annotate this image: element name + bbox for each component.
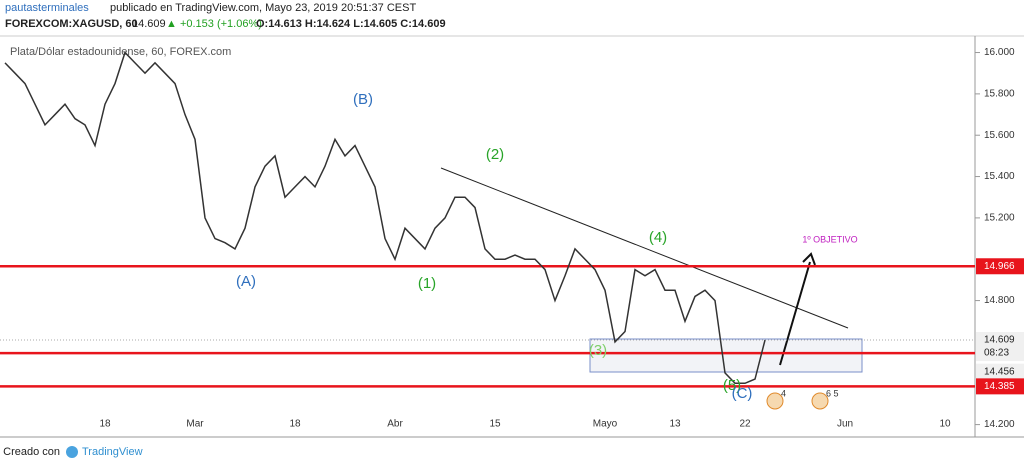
x-tick-label: Mar xyxy=(186,419,204,430)
footer-text: Creado con xyxy=(3,446,60,458)
wave-label: (4) xyxy=(649,229,667,246)
trend-line xyxy=(440,167,849,329)
ohlc: O:14.613 H:14.624 L:14.605 C:14.609 xyxy=(256,18,446,30)
price-level-label: 14.385 xyxy=(984,381,1015,392)
chart-title: Plata/Dólar estadounidense, 60, FOREX.co… xyxy=(10,46,231,58)
event-count: 6 5 xyxy=(826,388,839,398)
price-level-box xyxy=(976,258,1024,275)
x-tick-label: 18 xyxy=(99,419,111,430)
price-line xyxy=(4,51,766,385)
event-icon xyxy=(766,392,784,410)
author: pautasterminales xyxy=(5,2,89,14)
wave-label: (5) xyxy=(723,377,741,394)
marker-price-box xyxy=(976,363,1024,380)
event-count: 4 xyxy=(781,388,786,398)
logo xyxy=(66,446,78,458)
wave-label: (A) xyxy=(236,273,256,290)
wave-label: (B) xyxy=(353,91,373,108)
wave-label: 1º OBJETIVO xyxy=(802,234,857,244)
y-tick-label: 14.200 xyxy=(984,419,1015,430)
x-tick-label: Mayo xyxy=(593,419,618,430)
range-box xyxy=(589,338,863,373)
last-price-label: 14.609 xyxy=(984,335,1015,346)
x-tick-label: 10 xyxy=(939,419,951,430)
y-tick-label: 15.200 xyxy=(984,213,1015,224)
arrow xyxy=(779,261,811,366)
wave-label: (2) xyxy=(486,146,504,163)
events: 4 6 5 xyxy=(766,388,839,410)
marker-price-label: 14.456 xyxy=(984,366,1015,377)
change: ▲ +0.153 (+1.06%) xyxy=(166,18,262,30)
published: publicado en TradingView.com, Mayo 23, 2… xyxy=(110,2,416,14)
x-tick-label: Jun xyxy=(837,419,853,430)
footer-brand: TradingView xyxy=(82,446,143,458)
wave-label: (C) xyxy=(732,385,753,402)
event-icon xyxy=(811,392,829,410)
price: 14.609 xyxy=(132,18,166,30)
wave-label: (1) xyxy=(418,275,436,292)
y-tick-label: 14.800 xyxy=(984,295,1015,306)
x-tick-label: 22 xyxy=(739,419,751,430)
arrow-head xyxy=(802,252,816,266)
x-tick-label: 18 xyxy=(289,419,301,430)
y-tick-label: 15.800 xyxy=(984,89,1015,100)
wave-label: (3) xyxy=(589,342,607,359)
x-tick-label: 13 xyxy=(669,419,681,430)
y-tick-label: 15.600 xyxy=(984,130,1015,141)
y-tick-label: 15.400 xyxy=(984,171,1015,182)
y-tick-label: 16.000 xyxy=(984,47,1015,58)
x-tick-label: 15 xyxy=(489,419,501,430)
x-tick-label: Abr xyxy=(387,419,403,430)
price-level-label: 08:23 xyxy=(984,348,1009,359)
price-level-box xyxy=(976,378,1024,395)
price-level-box xyxy=(976,345,1024,362)
price-level-label: 14.966 xyxy=(984,261,1015,272)
symbol: FOREXCOM:XAGUSD, 60 xyxy=(5,18,138,30)
last-price-box xyxy=(976,332,1024,349)
